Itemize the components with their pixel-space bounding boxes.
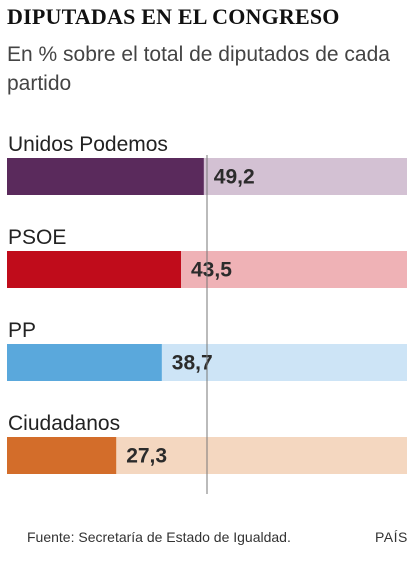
category-label-psoe: PSOE (8, 226, 66, 249)
value-label-psoe: 43,5 (191, 259, 232, 282)
value-label-ciudadanos: 27,3 (126, 445, 167, 468)
value-label-pp: 38,7 (172, 352, 213, 375)
bar-unidos-podemos (7, 158, 204, 195)
publisher-mark: PAÍS (375, 529, 408, 545)
category-label-unidos-podemos: Unidos Podemos (8, 133, 168, 156)
bar-ciudadanos (7, 437, 117, 474)
chart-subtitle: En % sobre el total de diputados de cada… (7, 43, 390, 95)
category-label-ciudadanos: Ciudadanos (8, 412, 120, 435)
value-label-unidos-podemos: 49,2 (214, 166, 255, 189)
bar-psoe (7, 251, 181, 288)
bar-pp (7, 344, 162, 381)
chart-title: DIPUTADAS EN EL CONGRESO (7, 4, 340, 29)
category-label-pp: PP (8, 319, 36, 342)
bar-chart: Unidos Podemos 49,2 PSOE 43,5 PP 38,7 Ciudadan… (7, 133, 407, 494)
source-note: Fuente: Secretaría de Estado de Igualdad… (27, 529, 291, 545)
